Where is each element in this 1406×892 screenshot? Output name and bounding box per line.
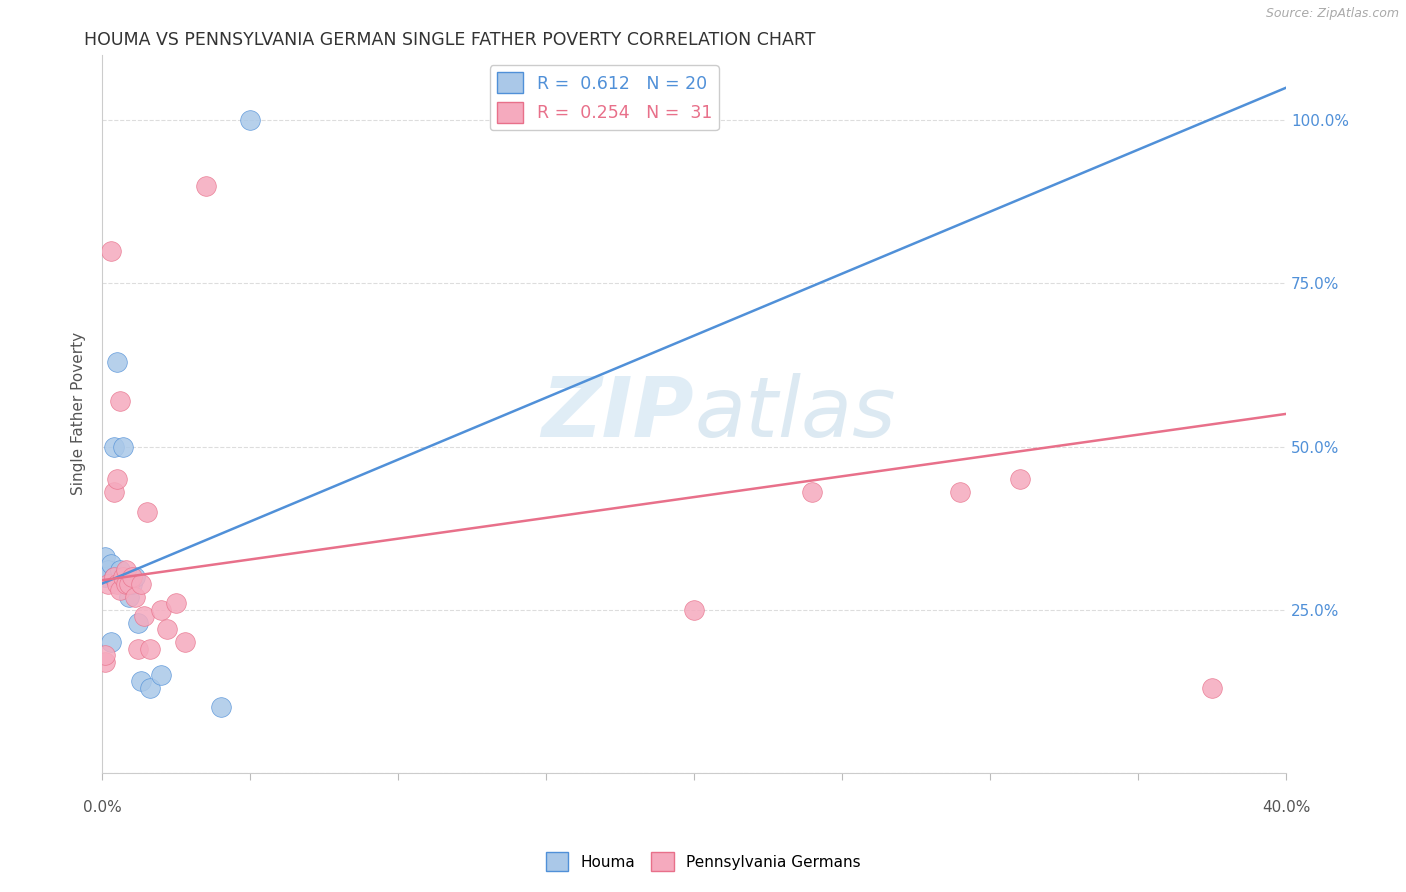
Point — [127, 641, 149, 656]
Point — [949, 485, 972, 500]
Point — [132, 609, 155, 624]
Point — [239, 113, 262, 128]
Point — [121, 576, 143, 591]
Point — [103, 440, 125, 454]
Point — [94, 648, 117, 663]
Point — [194, 178, 217, 193]
Point — [174, 635, 197, 649]
Point — [111, 440, 134, 454]
Y-axis label: Single Father Poverty: Single Father Poverty — [72, 333, 86, 495]
Point — [108, 582, 131, 597]
Point — [97, 564, 120, 578]
Point — [94, 570, 117, 584]
Point — [150, 602, 173, 616]
Point — [97, 576, 120, 591]
Point — [100, 244, 122, 258]
Point — [121, 570, 143, 584]
Point — [103, 570, 125, 584]
Point — [103, 485, 125, 500]
Text: atlas: atlas — [695, 374, 896, 454]
Point — [103, 570, 125, 584]
Point — [115, 576, 138, 591]
Point — [118, 590, 141, 604]
Point — [165, 596, 187, 610]
Point — [105, 355, 128, 369]
Text: 40.0%: 40.0% — [1261, 799, 1310, 814]
Legend: Houma, Pennsylvania Germans: Houma, Pennsylvania Germans — [540, 847, 866, 877]
Point — [156, 622, 179, 636]
Point — [105, 576, 128, 591]
Point — [129, 674, 152, 689]
Point — [108, 393, 131, 408]
Point — [138, 641, 160, 656]
Point — [115, 576, 138, 591]
Point — [108, 564, 131, 578]
Point — [129, 576, 152, 591]
Point — [801, 485, 824, 500]
Point — [124, 570, 146, 584]
Point — [118, 576, 141, 591]
Point — [105, 472, 128, 486]
Point — [100, 635, 122, 649]
Legend: R =  0.612   N = 20, R =  0.254   N =  31: R = 0.612 N = 20, R = 0.254 N = 31 — [489, 65, 718, 130]
Point — [94, 655, 117, 669]
Point — [100, 557, 122, 571]
Point — [135, 505, 157, 519]
Point — [1008, 472, 1031, 486]
Text: 0.0%: 0.0% — [83, 799, 121, 814]
Point — [209, 700, 232, 714]
Point — [138, 681, 160, 695]
Text: HOUMA VS PENNSYLVANIA GERMAN SINGLE FATHER POVERTY CORRELATION CHART: HOUMA VS PENNSYLVANIA GERMAN SINGLE FATH… — [84, 31, 815, 49]
Point — [127, 615, 149, 630]
Point — [683, 602, 706, 616]
Point — [111, 570, 134, 584]
Point — [115, 564, 138, 578]
Point — [150, 668, 173, 682]
Text: ZIP: ZIP — [541, 374, 695, 454]
Point — [124, 590, 146, 604]
Point — [1201, 681, 1223, 695]
Point — [94, 550, 117, 565]
Text: Source: ZipAtlas.com: Source: ZipAtlas.com — [1265, 7, 1399, 21]
